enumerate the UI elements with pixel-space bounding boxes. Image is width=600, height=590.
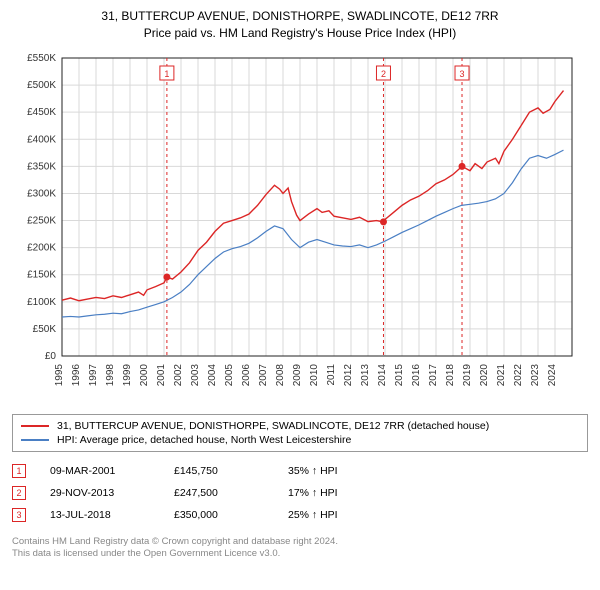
svg-text:2010: 2010 [309,363,320,386]
legend-item: HPI: Average price, detached house, Nort… [21,433,579,447]
svg-text:1998: 1998 [105,363,116,386]
svg-text:2008: 2008 [275,363,286,386]
svg-text:2017: 2017 [428,363,439,386]
event-marker-icon: 2 [12,486,26,500]
svg-text:2013: 2013 [360,363,371,386]
svg-text:£300K: £300K [27,188,56,199]
svg-text:2005: 2005 [224,363,235,386]
events-table: 1 09-MAR-2001 £145,750 35% ↑ HPI 2 29-NOV-201… [12,460,588,526]
svg-text:2023: 2023 [530,363,541,386]
title-line-2: Price paid vs. HM Land Registry's House … [12,25,588,42]
svg-text:2011: 2011 [326,363,337,385]
svg-text:2022: 2022 [513,363,524,386]
event-marker-icon: 1 [12,464,26,478]
svg-text:2001: 2001 [156,363,167,386]
svg-text:2003: 2003 [190,363,201,386]
event-diff: 25% ↑ HPI [288,509,378,521]
legend: 31, BUTTERCUP AVENUE, DONISTHORPE, SWADL… [12,414,588,452]
title-line-1: 31, BUTTERCUP AVENUE, DONISTHORPE, SWADL… [12,8,588,25]
svg-text:£400K: £400K [27,134,56,145]
event-date: 09-MAR-2001 [50,465,150,477]
svg-text:2004: 2004 [207,363,218,386]
svg-text:3: 3 [460,69,465,79]
svg-text:1996: 1996 [71,363,82,386]
legend-label: HPI: Average price, detached house, Nort… [57,434,351,446]
legend-swatch [21,439,49,441]
svg-text:£500K: £500K [27,80,56,91]
legend-item: 31, BUTTERCUP AVENUE, DONISTHORPE, SWADL… [21,419,579,433]
svg-text:£0: £0 [45,351,57,362]
svg-text:2016: 2016 [411,363,422,386]
svg-text:2002: 2002 [173,363,184,386]
event-date: 29-NOV-2013 [50,487,150,499]
event-diff: 17% ↑ HPI [288,487,378,499]
svg-text:2006: 2006 [241,363,252,386]
svg-text:2007: 2007 [258,363,269,386]
event-row: 1 09-MAR-2001 £145,750 35% ↑ HPI [12,460,588,482]
svg-text:£250K: £250K [27,215,56,226]
event-price: £247,500 [174,487,264,499]
event-row: 3 13-JUL-2018 £350,000 25% ↑ HPI [12,504,588,526]
svg-text:1995: 1995 [54,363,65,386]
footer-line-1: Contains HM Land Registry data © Crown c… [12,536,588,549]
line-chart: £0 £50K £100K £150K £200K £250K £300K £350K £400… [12,48,584,408]
event-price: £350,000 [174,509,264,521]
svg-text:2024: 2024 [547,363,558,386]
svg-text:2020: 2020 [479,363,490,386]
event-marker-icon: 3 [12,508,26,522]
svg-text:2009: 2009 [292,363,303,386]
chart-area: £0 £50K £100K £150K £200K £250K £300K £350K £400… [12,48,588,408]
svg-text:£350K: £350K [27,161,56,172]
svg-text:£50K: £50K [33,324,57,335]
svg-text:2012: 2012 [343,363,354,386]
event-date: 13-JUL-2018 [50,509,150,521]
svg-text:2018: 2018 [445,363,456,386]
svg-text:2014: 2014 [377,363,388,386]
svg-text:£200K: £200K [27,242,56,253]
svg-text:2021: 2021 [496,363,507,386]
chart-title: 31, BUTTERCUP AVENUE, DONISTHORPE, SWADL… [12,8,588,42]
event-diff: 35% ↑ HPI [288,465,378,477]
svg-text:£150K: £150K [27,269,56,280]
footer-line-2: This data is licensed under the Open Gov… [12,548,588,561]
event-price: £145,750 [174,465,264,477]
svg-text:2015: 2015 [394,363,405,386]
svg-text:1: 1 [164,69,169,79]
svg-text:£550K: £550K [27,53,56,64]
footer-attribution: Contains HM Land Registry data © Crown c… [12,536,588,562]
legend-swatch [21,425,49,427]
svg-text:2000: 2000 [139,363,150,386]
svg-text:2019: 2019 [462,363,473,386]
svg-text:£100K: £100K [27,296,56,307]
svg-text:2: 2 [381,69,386,79]
legend-label: 31, BUTTERCUP AVENUE, DONISTHORPE, SWADL… [57,420,489,432]
svg-text:1997: 1997 [88,363,99,386]
svg-text:£450K: £450K [27,107,56,118]
event-row: 2 29-NOV-2013 £247,500 17% ↑ HPI [12,482,588,504]
svg-text:1999: 1999 [122,363,133,386]
